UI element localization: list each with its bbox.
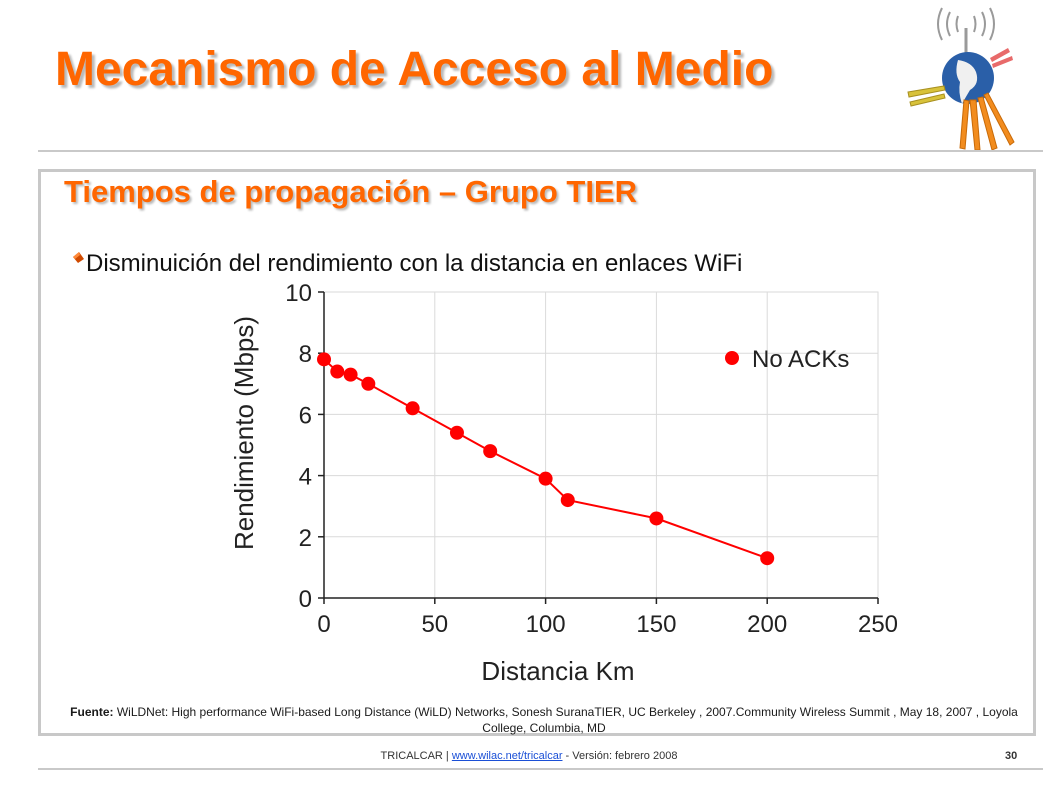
data-point xyxy=(449,425,464,440)
x-tick-label: 150 xyxy=(636,611,676,638)
data-point xyxy=(760,551,775,566)
y-tick-label: 8 xyxy=(299,341,312,368)
data-point xyxy=(361,376,376,391)
x-tick-label: 0 xyxy=(317,611,330,638)
x-tick-label: 100 xyxy=(526,611,566,638)
footer-divider xyxy=(38,768,1043,770)
x-tick-label: 50 xyxy=(421,611,448,638)
bullet-icon xyxy=(73,252,84,263)
x-tick-label: 200 xyxy=(747,611,787,638)
plot-area xyxy=(323,291,879,599)
data-point xyxy=(483,444,498,459)
section-subtitle: Tiempos de propagación – Grupo TIER xyxy=(64,174,638,209)
footer-version: - Versión: febrero 2008 xyxy=(562,750,678,762)
footer: TRICALCAR | www.wilac.net/tricalcar - Ve… xyxy=(0,750,1058,762)
page-number: 30 xyxy=(1005,750,1018,762)
slide-title: Mecanismo de Acceso al Medio xyxy=(55,43,774,96)
legend-label: No ACKs xyxy=(752,346,849,373)
x-axis-label: Distancia Km xyxy=(481,656,634,686)
content-frame xyxy=(38,169,1036,736)
y-tick-label: 4 xyxy=(299,464,312,491)
title-divider xyxy=(38,150,1043,152)
data-point xyxy=(560,493,575,508)
data-point xyxy=(330,364,345,379)
y-tick-label: 0 xyxy=(299,586,312,613)
y-tick-label: 10 xyxy=(285,280,312,307)
data-point xyxy=(538,471,553,486)
y-tick-label: 6 xyxy=(299,402,312,429)
chart-grid xyxy=(323,291,879,599)
y-axis-label: Rendimiento (Mbps) xyxy=(229,316,259,550)
data-point xyxy=(343,367,358,382)
source-label: Fuente: xyxy=(70,705,114,719)
y-tick-label: 2 xyxy=(299,525,312,552)
bullet-text: Disminuición del rendimiento con la dist… xyxy=(86,250,743,277)
data-point xyxy=(649,511,664,526)
data-point xyxy=(317,352,331,367)
source-citation: Fuente: WiLDNet: High performance WiFi-b… xyxy=(60,704,1028,736)
chart-legend: No ACKs xyxy=(725,346,849,373)
chart-points xyxy=(317,352,775,566)
data-point xyxy=(405,401,420,416)
source-text: WiLDNet: High performance WiFi-based Lon… xyxy=(113,705,1018,735)
legend-marker xyxy=(725,351,739,365)
tricalcar-logo xyxy=(907,7,1015,151)
footer-link[interactable]: www.wilac.net/tricalcar xyxy=(451,750,563,762)
footer-org: TRICALCAR | xyxy=(380,750,452,762)
x-tick-label: 250 xyxy=(858,611,898,638)
